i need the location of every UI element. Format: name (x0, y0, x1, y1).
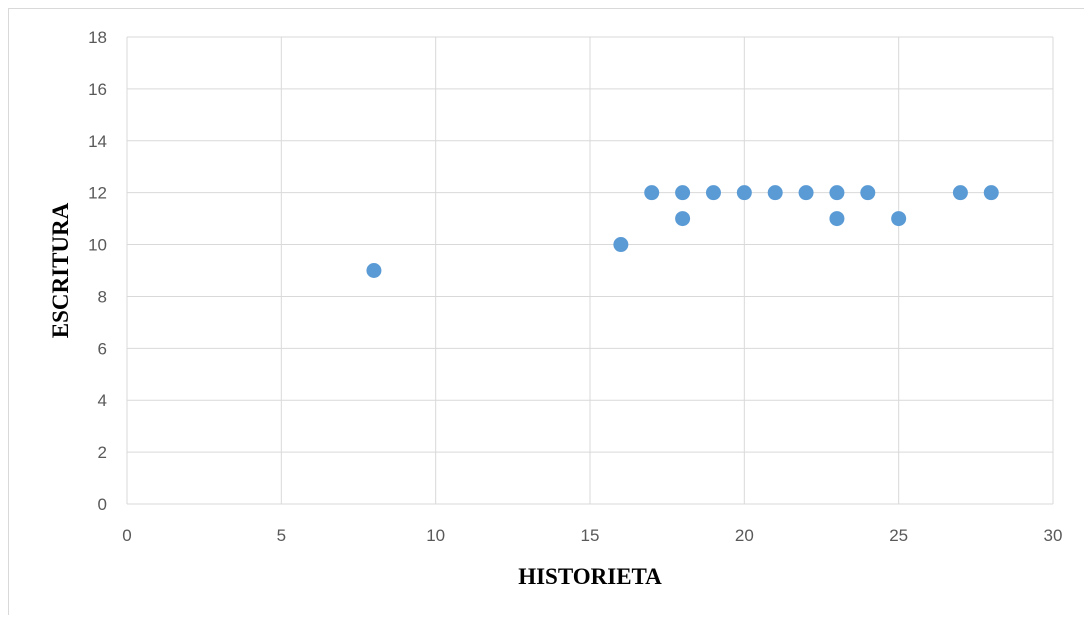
y-tick-label: 14 (88, 132, 107, 151)
x-tick-label: 0 (122, 526, 131, 545)
data-point (860, 185, 876, 201)
grid-lines (126, 36, 1054, 505)
x-tick-label: 10 (426, 526, 445, 545)
x-tick-label: 20 (735, 526, 754, 545)
y-tick-label: 2 (98, 443, 107, 462)
x-tick-label: 25 (889, 526, 908, 545)
x-tick-label: 5 (277, 526, 286, 545)
data-point (366, 263, 382, 278)
x-tick-label: 15 (581, 526, 600, 545)
tick-labels: 0 2 4 6 8 10 12 14 16 18 0 5 10 15 20 25 30 (88, 28, 1062, 545)
x-tick-label: 30 (1044, 526, 1063, 545)
data-point (736, 185, 752, 201)
data-point (952, 185, 968, 201)
data-point (891, 211, 907, 227)
data-point (829, 211, 845, 227)
y-tick-label: 6 (98, 339, 107, 358)
data-points (366, 185, 999, 278)
data-point (705, 185, 721, 201)
chart-frame (8, 8, 1084, 615)
data-point (644, 185, 660, 201)
data-point (675, 185, 691, 201)
data-point (613, 237, 629, 253)
y-tick-label: 10 (88, 236, 107, 255)
y-tick-label: 0 (98, 495, 107, 514)
y-tick-label: 4 (98, 391, 107, 410)
data-point (983, 185, 999, 201)
data-point (829, 185, 845, 201)
data-point (767, 185, 783, 201)
data-point (675, 211, 691, 227)
x-axis-title: HISTORIETA (518, 564, 662, 589)
y-tick-label: 12 (88, 184, 107, 203)
y-axis-title: ESCRITURA (48, 202, 73, 338)
y-tick-label: 8 (98, 287, 107, 306)
y-tick-label: 16 (88, 80, 107, 99)
data-point (798, 185, 814, 201)
y-tick-label: 18 (88, 28, 107, 47)
